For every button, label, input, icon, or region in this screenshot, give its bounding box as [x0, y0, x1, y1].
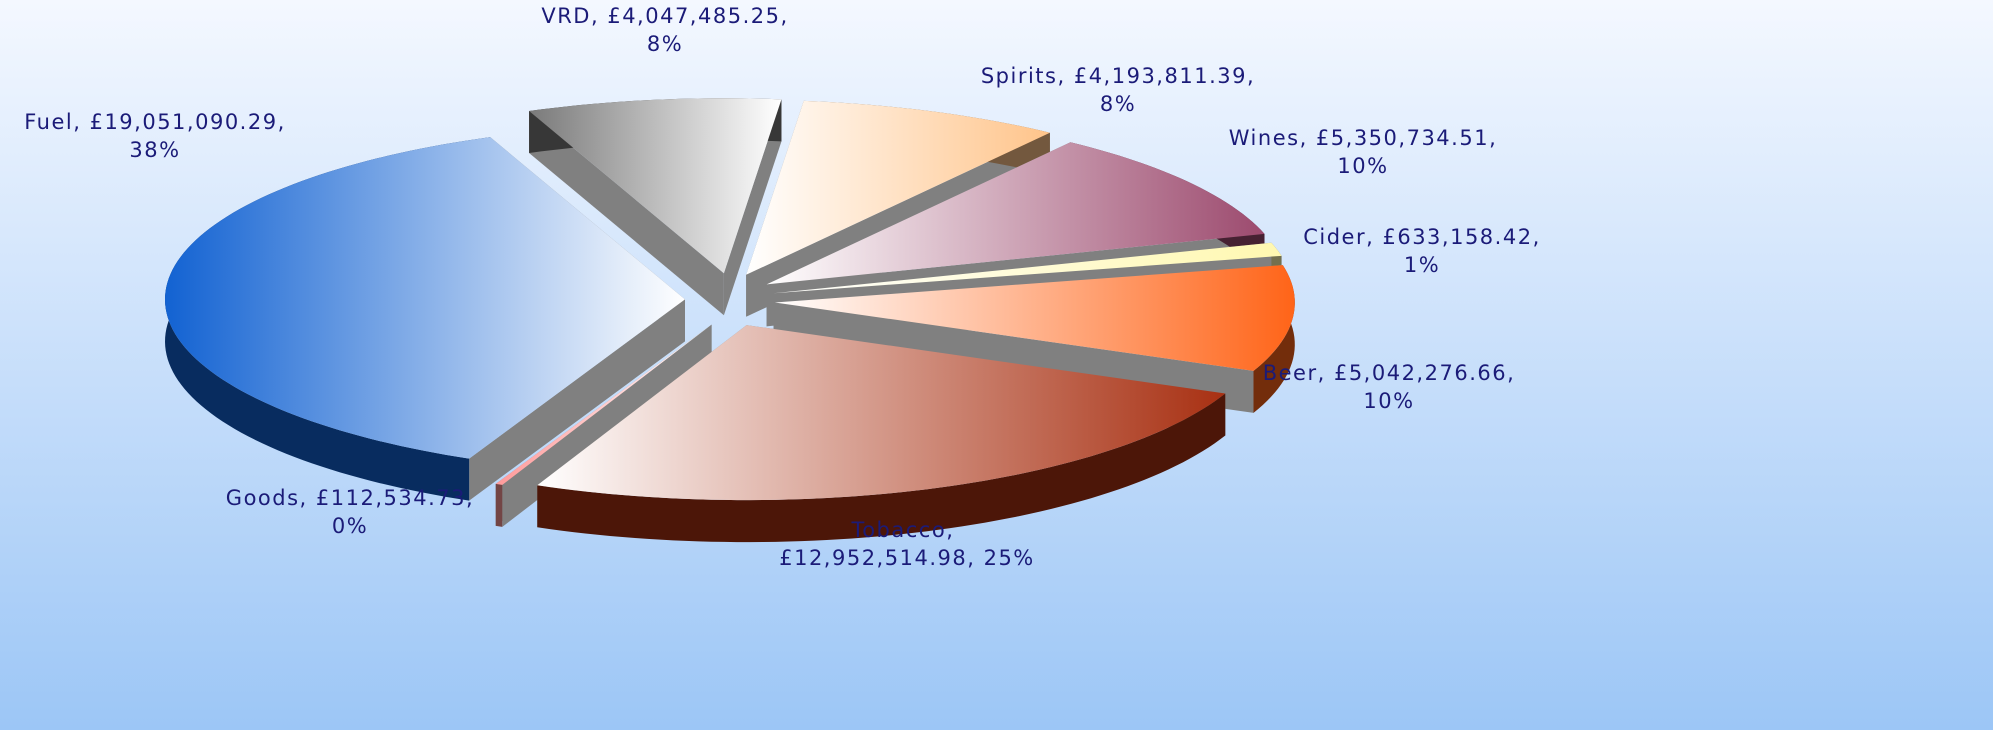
label-part: 8% [1100, 92, 1136, 116]
data-label: Fuel, £19,051,090.29, 38% [24, 110, 286, 162]
label-part: 10% [1363, 389, 1414, 413]
separator: , [300, 486, 316, 510]
label-part: Tobacco [850, 518, 946, 542]
slice-side [537, 393, 1226, 543]
slice-side [469, 299, 686, 501]
label-part: Goods [226, 486, 300, 510]
data-label: Tobacco, £12,952,514.98, 25% [779, 518, 1035, 570]
slice-side [723, 99, 782, 316]
label-part: 0% [332, 514, 368, 538]
pie-slice [746, 100, 1050, 275]
pie-slice [537, 325, 1226, 501]
slice [537, 325, 1226, 543]
separator: , [1247, 64, 1255, 88]
pie-slice [774, 265, 1295, 371]
label-part: Spirits [981, 64, 1058, 88]
slice-side [495, 324, 712, 526]
label-part: 1% [1404, 253, 1440, 277]
label-part: £4,047,485.25 [607, 4, 780, 28]
separator: , [1533, 225, 1541, 249]
data-label: VRD, £4,047,485.25, 8% [541, 4, 788, 56]
pie-slice [773, 242, 1282, 294]
data-label: Cider, £633,158.42, 1% [1303, 225, 1541, 277]
pie-slice [495, 324, 712, 485]
label-part: 10% [1337, 154, 1388, 178]
separator: , [967, 546, 983, 570]
separator: , [946, 518, 962, 542]
label-part: 38% [129, 138, 180, 162]
label-part: Fuel [24, 110, 73, 134]
separator: , [1318, 361, 1334, 385]
separator: , [1300, 126, 1316, 150]
label-part: 8% [647, 32, 683, 56]
data-label: Goods, £112,534.73, 0% [226, 486, 474, 538]
separator: , [1057, 64, 1073, 88]
data-label: Spirits, £4,193,811.39, 8% [981, 64, 1255, 116]
label-part: VRD [541, 4, 591, 28]
pie-slice [766, 142, 1265, 285]
label-part: Cider [1303, 225, 1366, 249]
separator: , [1366, 225, 1382, 249]
label-part: £4,193,811.39 [1074, 64, 1247, 88]
slice [529, 98, 782, 316]
label-part: £19,051,090.29 [90, 110, 278, 134]
pie-slice [529, 98, 782, 274]
label-part: £5,350,734.51 [1316, 126, 1489, 150]
label-part: £112,534.73 [316, 486, 466, 510]
separator: , [1489, 126, 1497, 150]
label-part: £5,042,276.66 [1334, 361, 1507, 385]
slice [165, 137, 686, 501]
pie-slice [165, 137, 686, 459]
data-label: Wines, £5,350,734.51, 10% [1229, 126, 1498, 178]
label-part: Wines [1229, 126, 1300, 150]
separator: , [780, 4, 788, 28]
separator: , [466, 486, 474, 510]
label-part: £12,952,514.98 [779, 546, 967, 570]
label-part: Beer [1263, 361, 1318, 385]
separator: , [1507, 361, 1515, 385]
slice-side [495, 483, 503, 527]
label-part: 25% [984, 546, 1035, 570]
data-label: Beer, £5,042,276.66, 10% [1263, 361, 1516, 413]
separator: , [591, 4, 607, 28]
label-part: £633,158.42 [1382, 225, 1532, 249]
separator: , [278, 110, 286, 134]
separator: , [73, 110, 89, 134]
slice-side [529, 110, 724, 316]
